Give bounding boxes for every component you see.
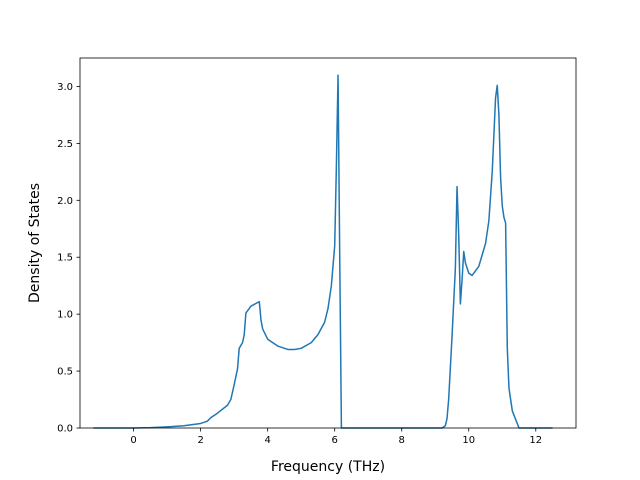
y-tick-label: 2.5 (57, 139, 73, 150)
y-tick-label: 2.0 (57, 196, 73, 207)
x-tick-label: 12 (529, 435, 542, 446)
x-axis-ticks: 0 2 4 6 8 10 12 (130, 428, 542, 446)
y-tick-label: 0.0 (57, 424, 73, 435)
y-axis-label: Density of States (27, 183, 43, 303)
y-tick-label: 3.0 (57, 82, 73, 93)
x-tick-label: 8 (399, 435, 405, 446)
y-tick-label: 1.5 (57, 253, 73, 264)
y-tick-label: 1.0 (57, 310, 73, 321)
x-tick-label: 10 (462, 435, 475, 446)
x-tick-label: 0 (130, 435, 136, 446)
x-tick-label: 6 (332, 435, 338, 446)
series-line-0 (93, 74, 553, 429)
series-layer (93, 74, 553, 429)
plot-frame (79, 57, 577, 429)
y-axis-ticks: 0.0 0.5 1.0 1.5 2.0 2.5 3.0 (57, 82, 80, 435)
y-tick-label: 0.5 (57, 367, 73, 378)
x-tick-label: 4 (264, 435, 270, 446)
x-axis-label: Frequency (THz) (271, 459, 385, 475)
plot-area (80, 58, 576, 428)
x-tick-label: 2 (197, 435, 203, 446)
